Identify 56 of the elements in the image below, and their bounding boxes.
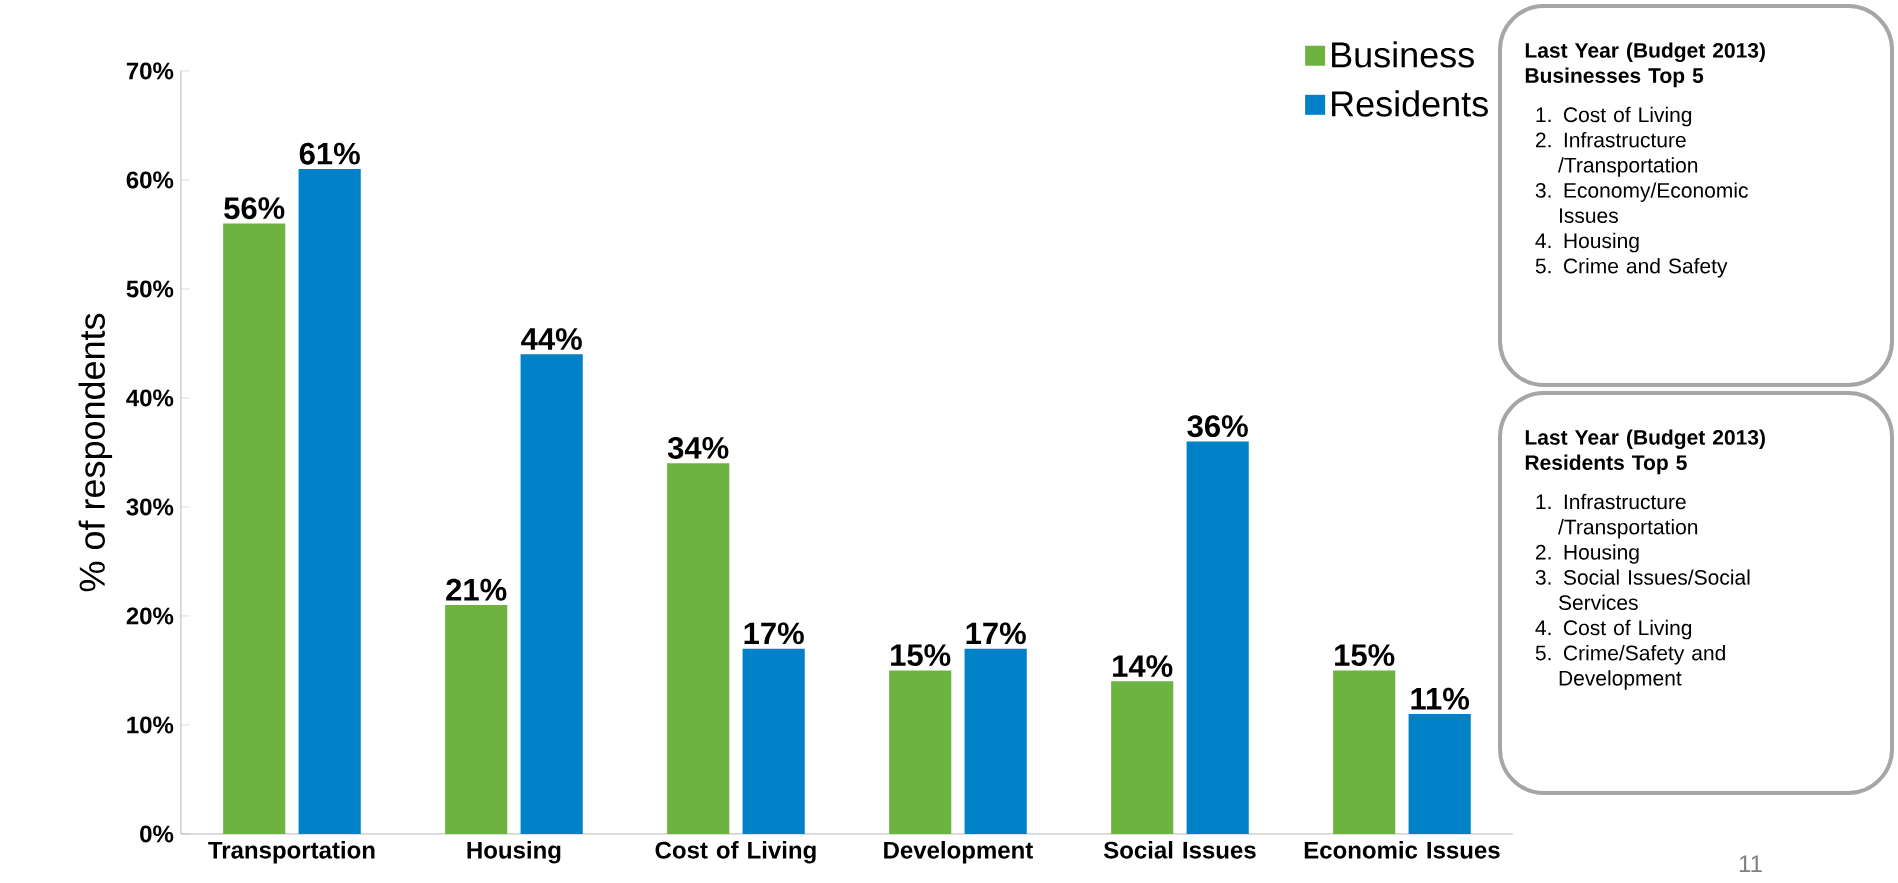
legend-label: Business (1332, 41, 1474, 68)
data-label: 17% (966, 622, 1026, 645)
text: 3. Social Issues/Social Services (1535, 569, 1750, 611)
data-label: 36% (1187, 415, 1248, 438)
text: 1. Infrastructure /Transportation (1536, 493, 1698, 539)
y-tick-label: 10% (127, 716, 174, 734)
bar (223, 223, 286, 834)
bar (445, 605, 508, 834)
y-tick-label: 70% (126, 62, 174, 80)
bar (1408, 714, 1471, 834)
bar (964, 648, 1027, 834)
x-tick-label: Economic Issues (1304, 841, 1500, 859)
y-tick-label: 40% (126, 389, 174, 407)
data-label: 44% (521, 328, 582, 350)
x-tick-label: Housing (467, 841, 561, 864)
text: 11 (1739, 855, 1762, 872)
text: 2. Housing (1535, 544, 1639, 564)
x-tick-label: Development (884, 841, 1033, 864)
data-label: 34% (667, 436, 729, 459)
bar (1111, 681, 1174, 834)
data-label: 21% (446, 578, 507, 601)
data-label: 11% (1411, 687, 1469, 710)
text: 4. Housing (1535, 232, 1639, 253)
text: Businesses Top 5 (1525, 67, 1704, 88)
data-label: 15% (891, 644, 951, 667)
x-tick-label: Transportation (208, 841, 375, 864)
y-tick-label: 60% (126, 171, 174, 189)
bar (1186, 441, 1249, 834)
y-axis-title: % of respondents (78, 313, 113, 592)
bar (298, 169, 361, 834)
bar (667, 463, 730, 834)
bar (742, 648, 805, 834)
data-label: 61% (299, 142, 360, 165)
x-tick-label: Cost of Living (655, 841, 816, 864)
text: 4. Cost of Living (1535, 619, 1692, 640)
text: 1. Cost of Living (1536, 106, 1692, 127)
y-tick-label: 20% (126, 607, 174, 625)
data-label: 56% (224, 197, 285, 220)
y-tick-label: 30% (126, 498, 174, 516)
bar (889, 670, 952, 834)
data-label: 17% (744, 622, 804, 645)
x-tick-label: Social Issues (1103, 841, 1256, 859)
text: Residents Top 5 (1525, 454, 1687, 475)
data-label: 14% (1113, 655, 1173, 677)
data-label: 15% (1335, 644, 1395, 667)
y-tick-label: 0% (140, 825, 174, 843)
y-tick-label: 50% (126, 280, 174, 298)
text: Last Year (Budget 2013) (1525, 42, 1765, 63)
legend-label: Residents (1332, 90, 1488, 117)
text: 5. Crime and Safety (1535, 257, 1728, 278)
text: Last Year (Budget 2013) (1525, 429, 1765, 450)
text: 2. Infrastructure /Transportation (1535, 132, 1698, 177)
bar (520, 354, 583, 834)
text: 3. Economy/Economic Issues (1535, 182, 1748, 224)
bar (1333, 670, 1396, 834)
text: 5. Crime/Safety and Development (1535, 645, 1725, 690)
